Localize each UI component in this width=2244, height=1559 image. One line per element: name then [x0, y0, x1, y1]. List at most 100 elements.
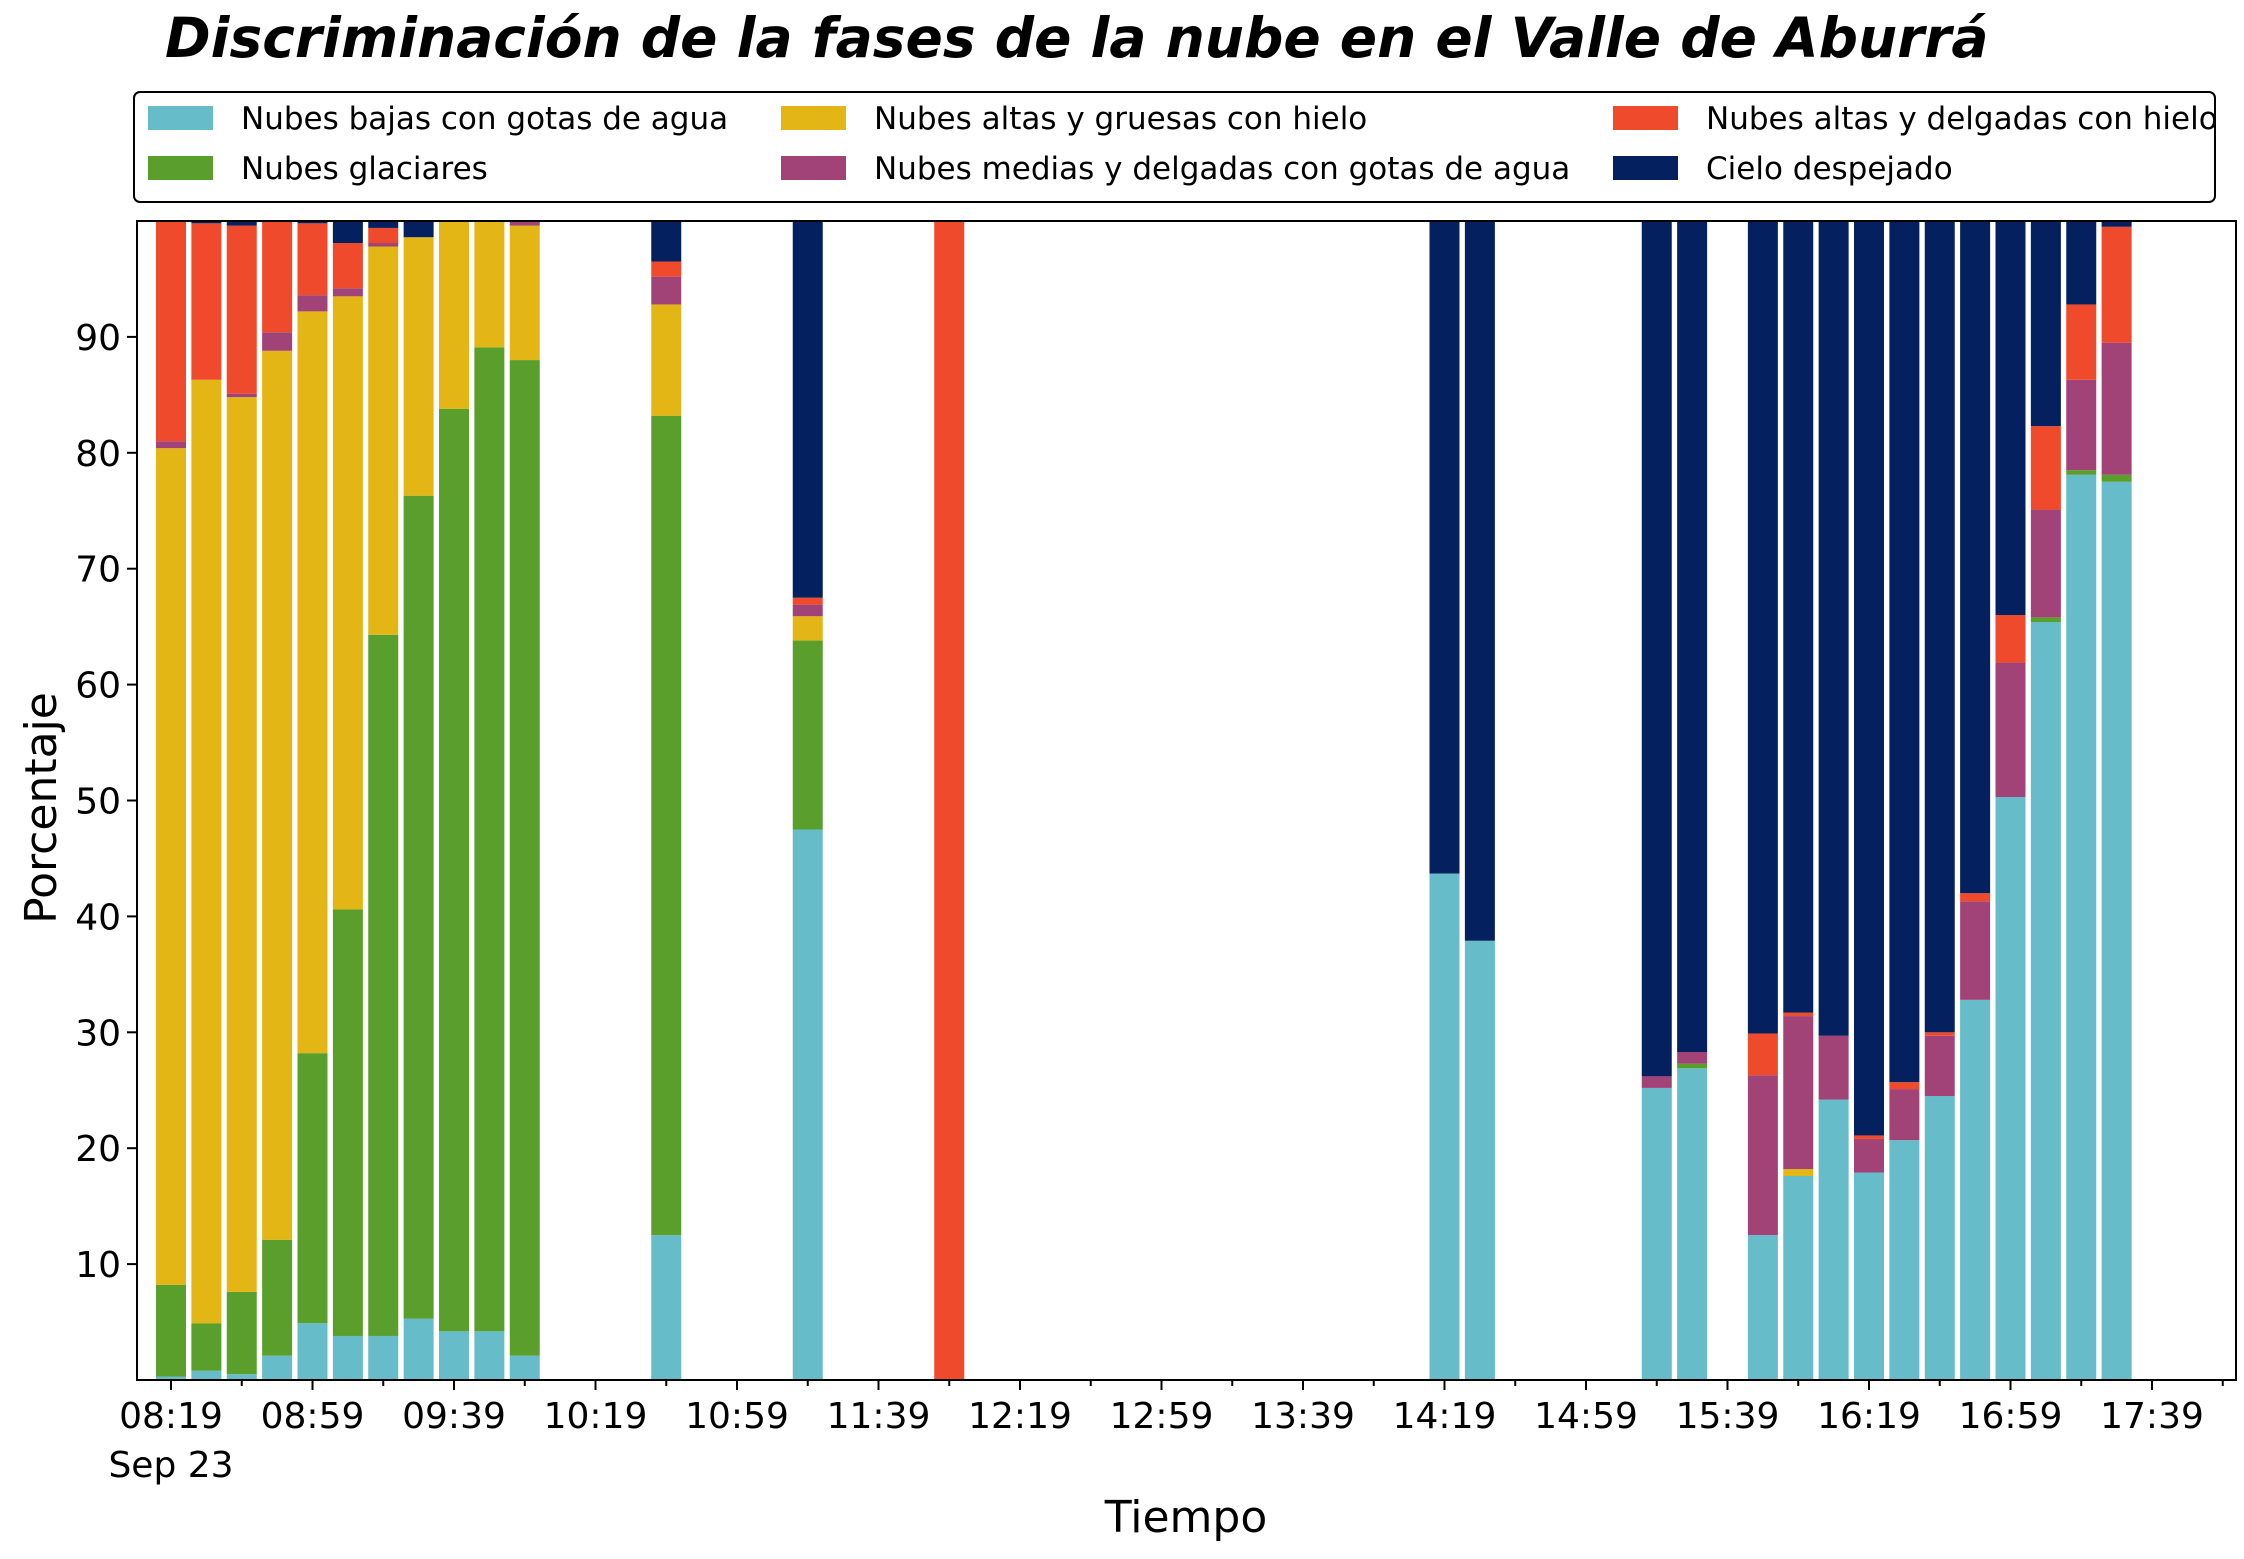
x-tick-label: 08:59 [261, 1396, 365, 1437]
legend-swatch-2 [781, 106, 846, 130]
x-tick-label: 14:19 [1393, 1396, 1497, 1437]
bar-segment-0909-s5 [332, 221, 363, 244]
bar-segment-0909-s0 [332, 1335, 363, 1380]
legend-swatch-5 [1613, 156, 1678, 180]
bar-segment-1719-s1 [2066, 470, 2097, 475]
bar-segment-0959-s1 [509, 360, 540, 1356]
bar-segment-1529-s0 [1677, 1068, 1708, 1380]
bar-segment-0959-s0 [509, 1355, 540, 1380]
bar-segment-1559-s2 [1783, 1169, 1814, 1177]
bar-segment-0919-s2 [368, 246, 399, 635]
y-tick-label: 70 [75, 550, 121, 591]
legend-frame [133, 91, 2216, 203]
x-tick-label: 12:19 [968, 1396, 1072, 1437]
bar-segment-0819-s0 [156, 1376, 186, 1380]
y-tick-label: 90 [75, 318, 121, 359]
bar-segment-1659-s3 [1995, 662, 2026, 798]
bar-segment-1639-s4 [1924, 1032, 1955, 1036]
bar-segment-1039-s1 [651, 415, 682, 1236]
bar-segment-1629-s0 [1889, 1140, 1920, 1380]
x-tick-label: 13:39 [1251, 1396, 1355, 1437]
bar-segment-0839-s1 [226, 1291, 257, 1375]
bar-segment-1549-s0 [1747, 1235, 1778, 1380]
legend-swatch-4 [1613, 106, 1678, 130]
y-tick-label: 20 [75, 1129, 121, 1170]
bar-segment-0949-s0 [474, 1331, 505, 1380]
bar-segment-1559-s5 [1783, 221, 1814, 1013]
bar-segment-0829-s1 [191, 1323, 222, 1371]
bar-segment-1729-s1 [2101, 474, 2132, 482]
bar-segment-0909-s2 [332, 296, 363, 910]
bar-segment-1659-s0 [1995, 797, 2026, 1380]
y-tick-label: 50 [75, 782, 121, 823]
bar-segment-1039-s0 [651, 1235, 682, 1380]
bar-segment-0929-s5 [403, 221, 434, 238]
bar-segment-1619-s5 [1854, 221, 1884, 1136]
bar-segment-0919-s0 [368, 1335, 399, 1380]
bar-segment-1039-s5 [651, 221, 682, 262]
y-tick-label: 40 [75, 897, 121, 938]
bar-segment-0939-s1 [439, 408, 469, 1332]
bar-segment-1639-s5 [1924, 221, 1955, 1033]
bar-segment-1729-s3 [2101, 342, 2132, 475]
bar-segment-1719-s5 [2066, 221, 2097, 305]
x-tick-label: 12:59 [1110, 1396, 1214, 1437]
bar-segment-1609-s0 [1818, 1099, 1849, 1380]
bar-segment-1529-s1 [1677, 1063, 1708, 1069]
bar-segment-1709-s3 [2030, 509, 2061, 618]
bar-segment-0919-s3 [368, 243, 399, 247]
bar-segment-1429-s5 [1464, 221, 1495, 941]
bar-segment-1729-s5 [2101, 221, 2132, 227]
bar-segment-1039-s4 [651, 261, 682, 277]
bar-segment-1629-s4 [1889, 1082, 1920, 1090]
bar-segment-1709-s1 [2030, 617, 2061, 623]
bar-segment-0839-s5 [226, 221, 257, 226]
legend: Nubes bajas con gotas de agua Nubes glaci… [133, 91, 2218, 203]
legend-swatch-3 [781, 156, 846, 180]
bar-segment-0829-s5 [191, 221, 222, 224]
x-tick-label: 09:39 [402, 1396, 506, 1437]
bar-segment-1549-s5 [1747, 221, 1778, 1034]
bar-segment-0819-s2 [156, 448, 186, 1285]
bar-segment-1719-s0 [2066, 474, 2097, 1380]
bar-segment-0859-s0 [297, 1323, 328, 1380]
bar-segment-1119-s4 [792, 597, 823, 605]
bar-segment-1519-s3 [1641, 1076, 1672, 1088]
bar-segment-1039-s2 [651, 304, 682, 416]
bar-segment-1119-s1 [792, 640, 823, 830]
bar-segment-1729-s4 [2101, 226, 2132, 343]
bar-segment-1639-s3 [1924, 1035, 1955, 1097]
x-tick-label: 11:39 [827, 1396, 931, 1437]
bar-segment-1559-s4 [1783, 1012, 1814, 1017]
bar-segment-0919-s5 [368, 221, 399, 228]
bar-segment-0849-s3 [262, 332, 293, 351]
bar-segment-0859-s4 [297, 223, 328, 296]
bar-segment-1519-s5 [1641, 221, 1672, 1077]
bar-segment-0919-s4 [368, 227, 399, 244]
bar-segment-0819-s3 [156, 441, 186, 449]
bar-segment-0849-s2 [262, 350, 293, 1240]
bar-segment-1429-s0 [1464, 940, 1495, 1380]
bar-segment-0929-s2 [403, 237, 434, 496]
bar-segment-1159-s4 [934, 221, 965, 1380]
bar-segment-0959-s3 [509, 221, 540, 226]
legend-label-3: Nubes medias y delgadas con gotas de agu… [874, 151, 1570, 187]
bar-segment-1709-s5 [2030, 221, 2061, 427]
x-tick-label: 15:39 [1676, 1396, 1780, 1437]
bar-segment-1519-s0 [1641, 1087, 1672, 1380]
bar-segment-1709-s4 [2030, 426, 2061, 510]
bar-segment-1659-s5 [1995, 221, 2026, 616]
x-tick-label: 16:19 [1817, 1396, 1921, 1437]
bar-segment-0949-s1 [474, 347, 505, 1332]
bar-segment-1629-s5 [1889, 221, 1920, 1083]
bar-segment-1649-s5 [1960, 221, 1991, 894]
bar-segment-0829-s2 [191, 379, 222, 1324]
bar-segment-0909-s3 [332, 288, 363, 297]
bar-segment-0959-s2 [509, 225, 540, 361]
bar-segment-0909-s4 [332, 243, 363, 289]
x-axis-label: Tiempo [1104, 1492, 1268, 1543]
bar-segment-0819-s4 [156, 221, 186, 442]
bar-segment-1419-s0 [1429, 873, 1460, 1380]
bar-segment-1629-s3 [1889, 1089, 1920, 1141]
